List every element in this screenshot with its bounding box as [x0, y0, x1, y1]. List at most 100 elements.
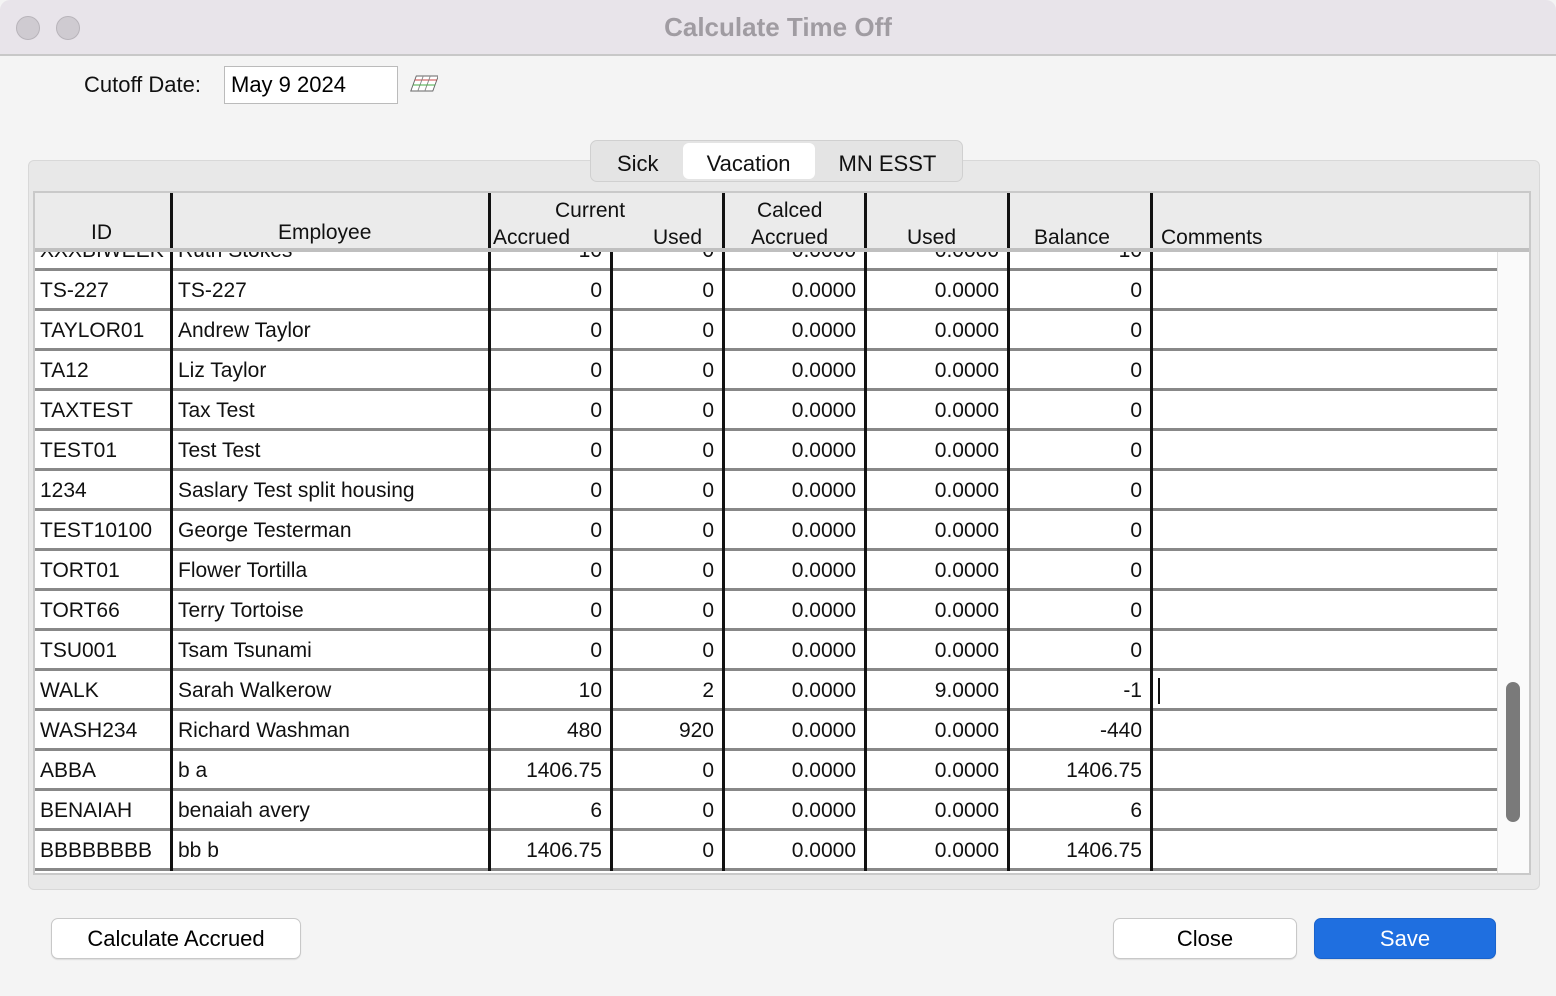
cell-id: TS-227	[35, 271, 173, 311]
table-row[interactable]: WASH234 Richard Washman 480 920 0.0000 0.0000…	[35, 711, 1498, 751]
cell-calced-used: 0.0000	[867, 631, 1010, 671]
cell-employee: Terry Tortoise	[173, 591, 491, 631]
cell-comments[interactable]	[1153, 511, 1498, 551]
cell-current-accrued: 0	[491, 631, 613, 671]
column-header-calced-accrued[interactable]: Calced Accrued	[725, 193, 867, 249]
cell-balance: 0	[1010, 311, 1153, 351]
vertical-scrollbar[interactable]	[1497, 252, 1529, 873]
header-label: Employee	[278, 221, 372, 244]
cell-balance: 0	[1010, 471, 1153, 511]
table-row[interactable]: TEST01 Test Test 0 0 0.0000 0.0000 0	[35, 431, 1498, 471]
cell-comments[interactable]	[1153, 252, 1498, 271]
cell-current-accrued: 1406.75	[491, 751, 613, 791]
cell-id: TEST01	[35, 431, 173, 471]
cell-calced-used: 0.0000	[867, 271, 1010, 311]
table-row[interactable]: TEST10100 George Testerman 0 0 0.0000 0.0000 0	[35, 511, 1498, 551]
cutoff-date-label: Cutoff Date:	[84, 72, 201, 97]
cell-employee: Liz Taylor	[173, 351, 491, 391]
cell-balance: 0	[1010, 431, 1153, 471]
scrollbar-thumb[interactable]	[1506, 681, 1520, 822]
cell-comments[interactable]	[1153, 671, 1498, 711]
cell-comments[interactable]	[1153, 751, 1498, 791]
table-row[interactable]: TAXTEST Tax Test 0 0 0.0000 0.0000 0	[35, 391, 1498, 431]
calendar-icon[interactable]	[410, 74, 438, 94]
cell-comments[interactable]	[1153, 311, 1498, 351]
cell-id: BENAIAH	[35, 791, 173, 831]
cell-calced-accrued: 0.0000	[725, 551, 867, 591]
cell-employee: Sarah Walkerow	[173, 671, 491, 711]
cell-id: WALK	[35, 671, 173, 711]
cell-employee: Ruth Stokes	[173, 252, 491, 271]
cell-current-used: 0	[613, 471, 725, 511]
cell-comments[interactable]	[1153, 631, 1498, 671]
cell-balance: 0	[1010, 511, 1153, 551]
tab-vacation[interactable]: Vacation	[682, 143, 815, 179]
calculate-accrued-button[interactable]: Calculate Accrued	[51, 918, 301, 959]
cell-id: 1234	[35, 471, 173, 511]
cell-comments[interactable]	[1153, 351, 1498, 391]
cell-balance: -1	[1010, 671, 1153, 711]
cell-current-used: 0	[613, 252, 725, 271]
cell-current-accrued: 10	[491, 671, 613, 711]
close-window-button[interactable]	[16, 16, 40, 40]
cell-employee: Test Test	[173, 431, 491, 471]
header-label: Calced	[757, 199, 823, 222]
table-row[interactable]: TAYLOR01 Andrew Taylor 0 0 0.0000 0.0000 0	[35, 311, 1498, 351]
cell-balance: 1406.75	[1010, 751, 1153, 791]
cell-calced-used: 0.0000	[867, 471, 1010, 511]
table-row[interactable]: WALK Sarah Walkerow 10 2 0.0000 9.0000 -1	[35, 671, 1498, 711]
column-header-balance[interactable]: Balance	[1010, 193, 1153, 249]
cell-comments[interactable]	[1153, 551, 1498, 591]
tab-mn-esst[interactable]: MN ESST	[838, 151, 937, 176]
cell-current-used: 0	[613, 431, 725, 471]
cell-id: ABBA	[35, 751, 173, 791]
table-row[interactable]: 1234 Saslary Test split housing 0 0 0.0000 0.…	[35, 471, 1498, 511]
cell-id: WASH234	[35, 711, 173, 751]
table-row[interactable]: TSU001 Tsam Tsunami 0 0 0.0000 0.0000 0	[35, 631, 1498, 671]
cell-calced-accrued: 0.0000	[725, 471, 867, 511]
header-label: Accrued	[751, 226, 829, 249]
cell-comments[interactable]	[1153, 431, 1498, 471]
cell-comments[interactable]	[1153, 711, 1498, 751]
cell-calced-accrued: 0.0000	[725, 431, 867, 471]
cell-balance: 0	[1010, 631, 1153, 671]
cell-calced-accrued: 0.0000	[725, 671, 867, 711]
close-button[interactable]: Close	[1113, 918, 1297, 959]
header-label: Accrued	[493, 226, 571, 249]
header-label: Current	[555, 199, 626, 222]
cell-comments[interactable]	[1153, 591, 1498, 631]
column-header-used[interactable]: Used	[867, 193, 1010, 249]
window-title: Calculate Time Off	[664, 12, 892, 42]
table-row[interactable]: BBBBBBBB bb b 1406.75 0 0.0000 0.0000 1406.75	[35, 831, 1498, 871]
cell-id: TAXTEST	[35, 391, 173, 431]
table-row[interactable]: ABBA b a 1406.75 0 0.0000 0.0000 1406.75	[35, 751, 1498, 791]
cell-calced-accrued: 0.0000	[725, 831, 867, 871]
column-header-comments[interactable]: Comments	[1153, 193, 1529, 249]
tab-sick[interactable]: Sick	[617, 151, 659, 176]
column-header-current[interactable]: Current Accrued Used	[491, 193, 725, 249]
table-row[interactable]: TORT66 Terry Tortoise 0 0 0.0000 0.0000 0	[35, 591, 1498, 631]
cell-id: TSU001	[35, 631, 173, 671]
cell-comments[interactable]	[1153, 831, 1498, 871]
cell-calced-used: 0.0000	[867, 711, 1010, 751]
column-header-id[interactable]: ID	[35, 193, 173, 248]
table-row[interactable]: TS-227 TS-227 0 0 0.0000 0.0000 0	[35, 271, 1498, 311]
table-row[interactable]: TA12 Liz Taylor 0 0 0.0000 0.0000 0	[35, 351, 1498, 391]
save-button[interactable]: Save	[1314, 918, 1496, 959]
cell-comments[interactable]	[1153, 391, 1498, 431]
cell-balance: 0	[1010, 551, 1153, 591]
cell-comments[interactable]	[1153, 471, 1498, 511]
column-header-employee[interactable]: Employee	[173, 193, 491, 248]
table-row[interactable]: TORT01 Flower Tortilla 0 0 0.0000 0.0000 0	[35, 551, 1498, 591]
cell-comments[interactable]	[1153, 271, 1498, 311]
cutoff-date-input[interactable]	[224, 66, 398, 104]
cell-current-used: 0	[613, 831, 725, 871]
table-row[interactable]: BENAIAH benaiah avery 6 0 0.0000 0.0000 6	[35, 791, 1498, 831]
minimize-window-button[interactable]	[56, 16, 80, 40]
cell-current-accrued: 0	[491, 351, 613, 391]
cell-current-accrued: 0	[491, 311, 613, 351]
cell-balance: 6	[1010, 791, 1153, 831]
cell-comments[interactable]	[1153, 791, 1498, 831]
cell-calced-used: 0.0000	[867, 791, 1010, 831]
